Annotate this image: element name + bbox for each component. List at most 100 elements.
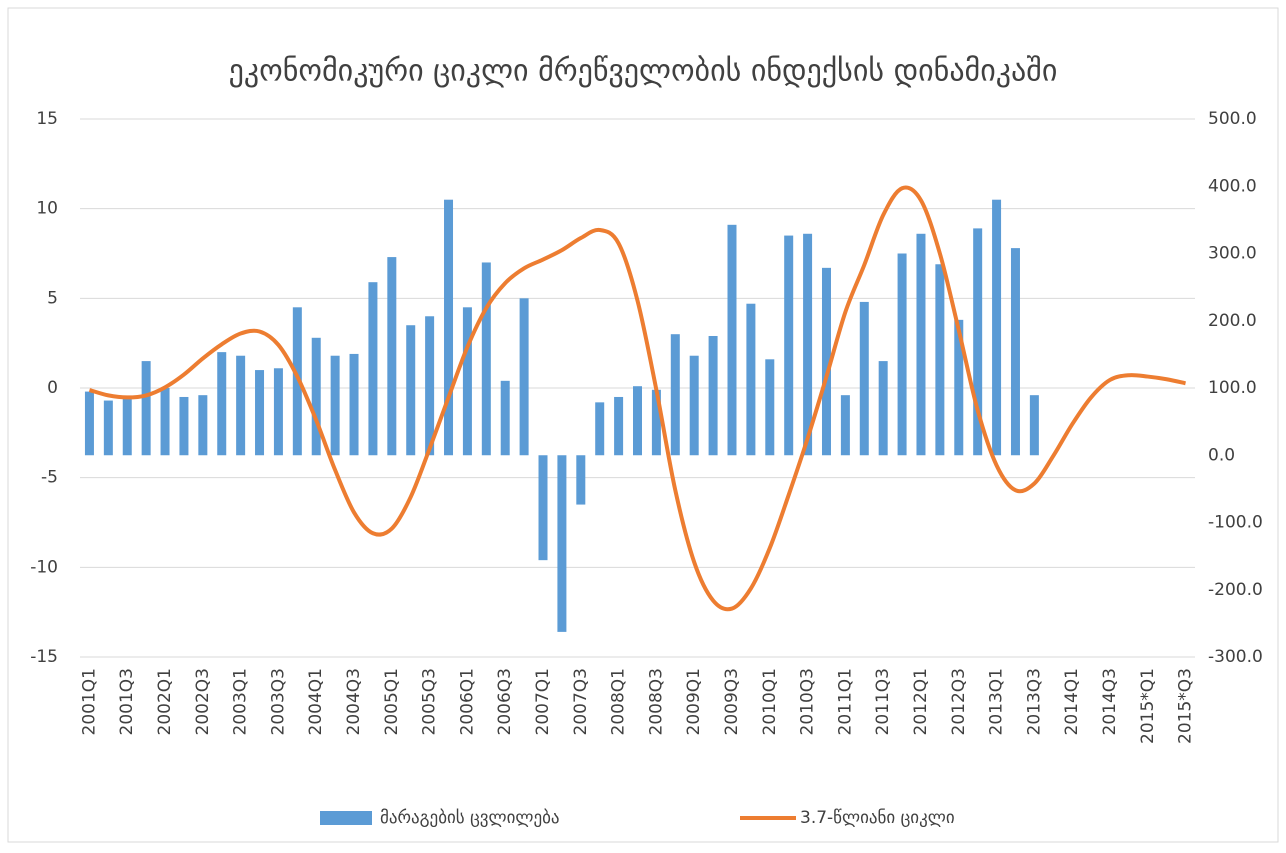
y-tick-label: -15: [30, 647, 58, 667]
bar: [292, 307, 302, 456]
y-tick-label: 10: [36, 199, 58, 219]
bar: [198, 395, 208, 456]
y-tick-label: 5: [47, 288, 58, 308]
x-tick-label: 2002Q1: [155, 668, 175, 735]
bar: [122, 398, 132, 456]
line: [88, 185, 1186, 612]
bar: [633, 386, 642, 456]
x-tick-label: 2010Q1: [760, 668, 780, 735]
bar: [973, 228, 983, 456]
bar: [236, 355, 246, 456]
bar: [557, 455, 567, 632]
bar: [784, 235, 794, 456]
bar: [821, 267, 831, 456]
x-tick-label: 2011Q3: [873, 668, 893, 735]
x-tick-label: 2014Q3: [1100, 668, 1120, 735]
x-tick-label: 2002Q3: [193, 668, 213, 735]
x-tick-label: 2009Q1: [684, 668, 704, 735]
bar: [255, 370, 265, 456]
legend-label: 3.7-წლიანი ციკლი: [800, 808, 955, 828]
bar: [141, 361, 151, 456]
bar: [576, 455, 586, 505]
x-tick-label: 2008Q3: [646, 668, 666, 735]
bar: [859, 301, 869, 456]
bar: [84, 391, 94, 456]
bar: [935, 264, 945, 456]
bar: [689, 355, 699, 456]
y2-tick-label: -300.0: [1208, 647, 1263, 667]
bar: [368, 282, 378, 456]
x-tick-label: 2001Q3: [117, 668, 137, 735]
x-tick-label: 2003Q3: [268, 668, 288, 735]
x-tick-label: 2013Q3: [1024, 668, 1044, 735]
x-tick-label: 2004Q3: [344, 668, 364, 735]
bar: [311, 337, 321, 456]
bar: [103, 400, 113, 456]
y2-tick-label: -100.0: [1208, 513, 1263, 533]
x-tick-label: 2006Q1: [457, 668, 477, 735]
bar: [727, 224, 737, 456]
bar: [1010, 248, 1020, 456]
bar: [765, 359, 775, 456]
y2-tick-label: 400.0: [1208, 176, 1257, 196]
bar: [595, 402, 605, 456]
bar: [614, 396, 624, 456]
x-tick-label: 2005Q3: [420, 668, 440, 735]
y2-tick-label: 100.0: [1208, 378, 1257, 398]
bar: [708, 335, 718, 456]
bar: [349, 353, 359, 456]
bar: [651, 389, 661, 456]
legend-label: მარაგების ცვლილება: [380, 808, 560, 828]
bar: [273, 368, 283, 456]
x-tick-label: 2014Q1: [1062, 668, 1082, 735]
y2-tick-label: 500.0: [1208, 109, 1257, 129]
bar: [387, 257, 397, 456]
bar: [481, 262, 491, 456]
bar: [406, 325, 416, 456]
y-tick-label: -5: [41, 468, 58, 488]
bar: [330, 355, 340, 456]
bar: [462, 307, 472, 456]
bar: [425, 316, 435, 456]
x-tick-label: 2004Q1: [306, 668, 326, 735]
x-tick-label: 2009Q3: [722, 668, 742, 735]
x-tick-label: 2005Q1: [382, 668, 402, 735]
x-tick-label: 2003Q1: [231, 668, 251, 735]
bar: [840, 395, 850, 456]
x-tick-label: 2007Q1: [533, 668, 553, 735]
x-tick-label: 2012Q3: [949, 668, 969, 735]
bar: [500, 380, 510, 456]
y-tick-label: -10: [30, 557, 58, 577]
x-tick-label: 2001Q1: [79, 668, 99, 735]
legend-swatch: [320, 811, 372, 825]
bar: [897, 253, 907, 456]
bar: [217, 352, 227, 456]
y-tick-label: 15: [36, 109, 58, 129]
bar: [954, 319, 964, 456]
bar: [916, 233, 926, 456]
y2-tick-label: -200.0: [1208, 580, 1263, 600]
bar: [538, 455, 548, 561]
bar: [992, 199, 1002, 456]
bar: [160, 388, 170, 456]
bar: [444, 199, 454, 456]
bar: [179, 396, 189, 456]
bar: [519, 298, 529, 456]
x-tick-label: 2011Q1: [835, 668, 855, 735]
x-tick-label: 2010Q3: [798, 668, 818, 735]
x-tick-label: 2006Q3: [495, 668, 515, 735]
bar: [803, 233, 813, 456]
x-tick-label: 2015*Q3: [1176, 668, 1196, 744]
x-tick-label: 2007Q3: [571, 668, 591, 735]
x-tick-label: 2015*Q1: [1138, 668, 1158, 744]
x-tick-label: 2012Q1: [911, 668, 931, 735]
x-tick-label: 2013Q1: [987, 668, 1007, 735]
bar: [746, 303, 756, 456]
x-tick-label: 2008Q1: [609, 668, 629, 735]
chart-title: ეკონომიკური ციკლი მრეწველობის ინდექსის დ…: [229, 54, 1058, 89]
y2-tick-label: 200.0: [1208, 311, 1257, 331]
y2-tick-label: 300.0: [1208, 244, 1257, 264]
y-tick-label: 0: [47, 378, 58, 398]
y2-tick-label: 0.0: [1208, 445, 1235, 465]
